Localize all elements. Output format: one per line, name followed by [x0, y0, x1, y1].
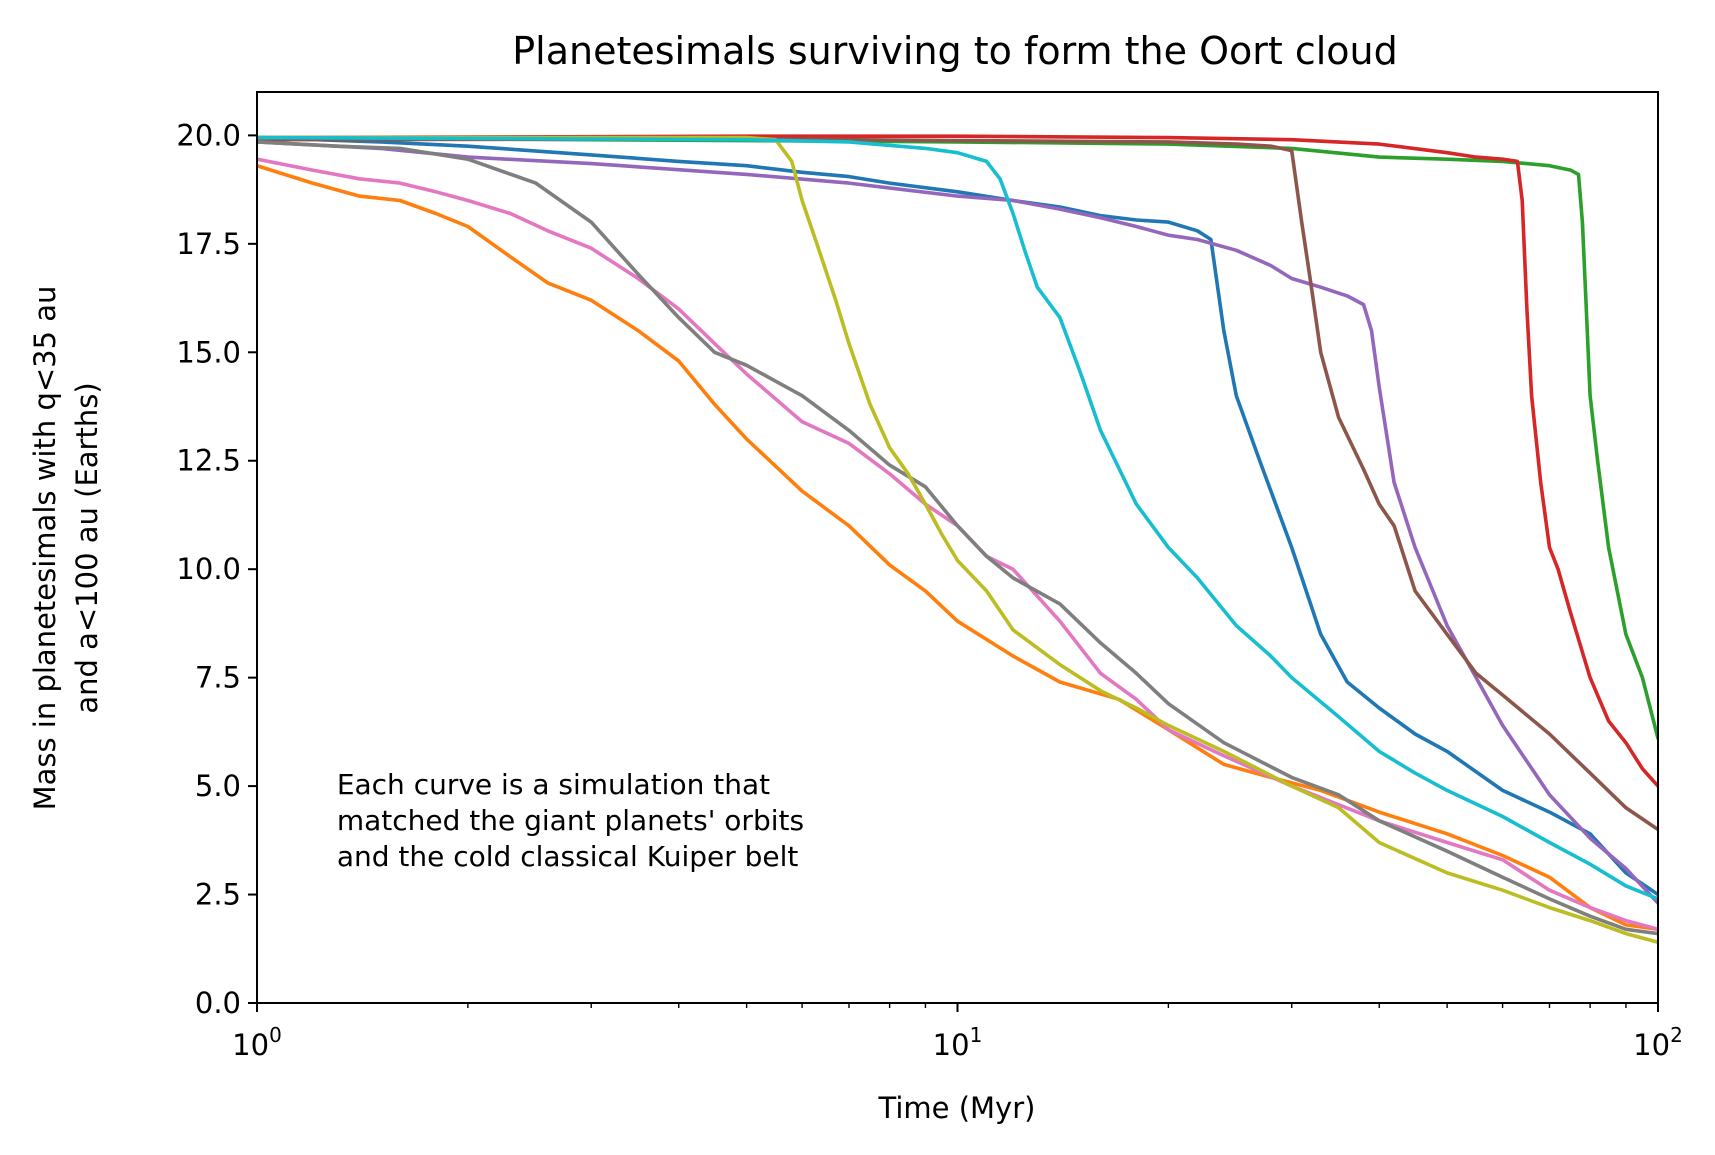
y-axis-label-line-2: and a<100 au (Earths): [70, 382, 104, 713]
x-axis-label: Time (Myr): [878, 1091, 1036, 1125]
y-axis-label-line-1: Mass in planetesimals with q<35 au: [28, 286, 62, 811]
series-line-4: [257, 134, 1658, 788]
x-tick-label-exponent: 0: [269, 1023, 282, 1047]
x-axis: 100 101 102: [232, 1003, 1683, 1062]
annotation-line-2: matched the giant planets' orbits: [337, 804, 804, 837]
series-layer: [257, 134, 1658, 945]
x-tick-label-2: 102: [1633, 1023, 1683, 1062]
chart-title: Planetesimals surviving to form the Oort…: [512, 29, 1398, 73]
series-line-6: [257, 137, 1658, 832]
y-tick-label-3: 7.5: [195, 661, 241, 695]
series-line-5: [257, 140, 1658, 905]
y-tick-label-6: 15.0: [176, 335, 241, 369]
y-tick-label-8: 20.0: [176, 118, 241, 152]
annotation-line-3: and the cold classical Kuiper belt: [337, 840, 799, 873]
series-line-10: [257, 135, 1658, 901]
series-line-8: [257, 140, 1658, 936]
x-tick-label-exponent: 1: [970, 1023, 983, 1047]
y-tick-label-1: 2.5: [195, 878, 241, 912]
y-tick-label-2: 5.0: [195, 769, 241, 803]
x-tick-label-1: 101: [933, 1023, 983, 1062]
x-tick-label-base: 10: [933, 1028, 970, 1062]
series-line-3: [257, 135, 1658, 741]
annotation-line-1: Each curve is a simulation that: [337, 768, 770, 801]
x-tick-label-exponent: 2: [1670, 1023, 1683, 1047]
series-line-2: [257, 163, 1658, 932]
y-tick-label-4: 10.0: [176, 552, 241, 586]
y-tick-label-7: 17.5: [176, 227, 241, 261]
y-tick-label-0: 0.0: [195, 986, 241, 1020]
x-tick-label-base: 10: [232, 1028, 269, 1062]
x-tick-label-base: 10: [1633, 1028, 1670, 1062]
y-tick-label-5: 12.5: [176, 444, 241, 478]
y-axis: 0.0 2.5 5.0 7.5 10.0 12.5 15.0 17.5 20.0: [176, 118, 257, 1020]
series-line-9: [257, 135, 1658, 945]
x-tick-label-0: 100: [232, 1023, 282, 1062]
series-line-1: [257, 135, 1658, 897]
